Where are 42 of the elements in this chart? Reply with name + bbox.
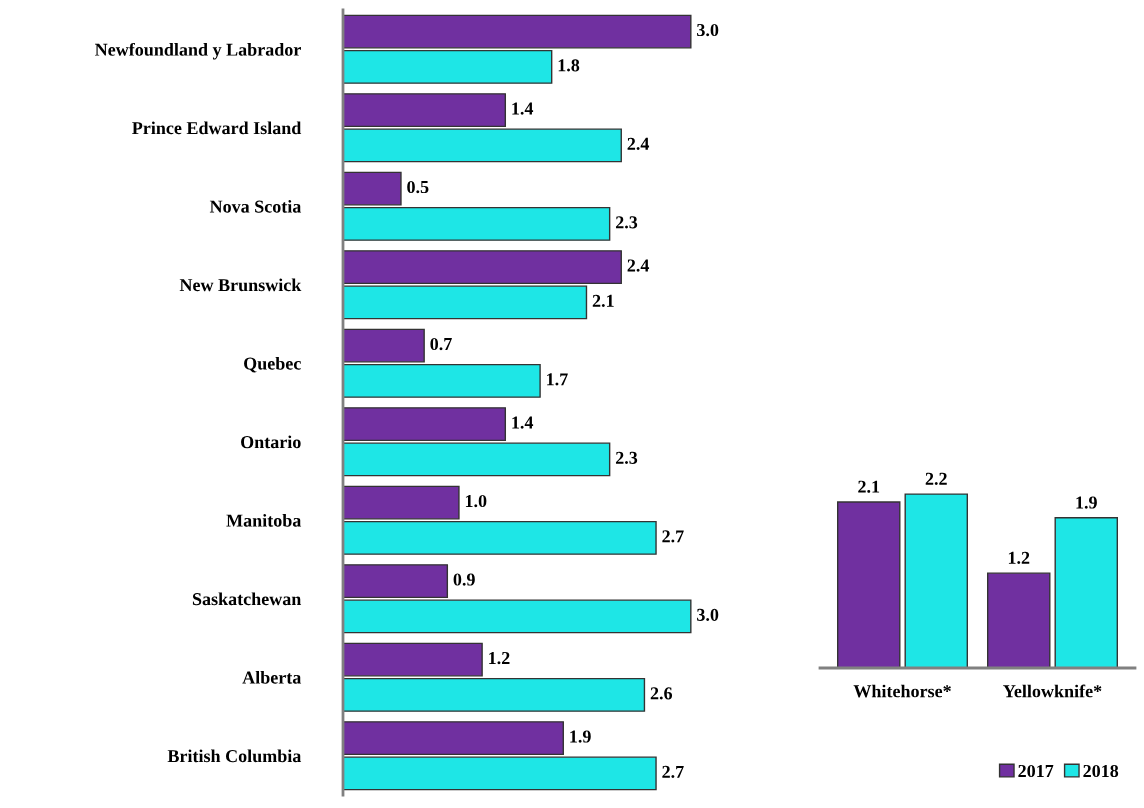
y-tick-label: Alberta	[242, 670, 302, 684]
y-tick-label: Nova Scotia	[209, 199, 302, 213]
y-tick-label: Quebec	[244, 356, 301, 373]
x-tick-label: Yellowknife*	[1003, 684, 1102, 698]
data-label: 2.3	[615, 451, 638, 465]
y-tick-label: British Columbia	[167, 749, 302, 763]
data-label: 2.4	[627, 137, 650, 151]
y-tick-label: Saskatchewan	[192, 592, 302, 606]
bar	[837, 501, 901, 668]
data-label: 1.9	[1076, 496, 1097, 509]
y-tick-label: Newfoundland y Labrador	[95, 42, 301, 60]
bar	[1054, 517, 1118, 668]
data-label: 2.1	[858, 480, 880, 493]
data-label: 1.8	[558, 59, 580, 72]
data-label: 0.9	[453, 573, 475, 586]
data-label: 2.1	[592, 294, 614, 308]
bar	[987, 572, 1051, 668]
data-label: 1.2	[1008, 551, 1030, 564]
y-tick-label: Ontario	[241, 435, 301, 449]
y-tick-label: Prince Edward Island	[132, 121, 302, 135]
x-tick-label: Whitehorse*	[853, 684, 951, 698]
data-label: 0.7	[430, 337, 452, 351]
data-label: 2.7	[662, 530, 684, 543]
data-label: 1.4	[512, 102, 534, 115]
data-label: 2.6	[650, 687, 673, 700]
data-label: 2.7	[662, 765, 684, 779]
y-tick-label: Manitoba	[226, 513, 302, 527]
data-label: 2.4	[627, 259, 650, 272]
bar	[904, 493, 968, 668]
y-tick-label: New Brunswick	[179, 278, 302, 292]
data-label: 2.3	[615, 216, 638, 229]
data-label: 2.2	[925, 472, 947, 485]
data-label: 1.4	[512, 416, 534, 429]
data-label: 3.0	[697, 23, 719, 37]
legend-label: 2017	[1018, 764, 1054, 778]
legend-label: 2018	[1083, 764, 1119, 778]
data-label: 3.0	[697, 608, 719, 622]
data-label: 1.0	[465, 494, 487, 508]
data-label: 0.5	[407, 180, 429, 194]
data-label: 1.2	[489, 651, 510, 665]
data-label: 1.7	[547, 373, 568, 386]
data-label: 1.9	[570, 730, 591, 743]
